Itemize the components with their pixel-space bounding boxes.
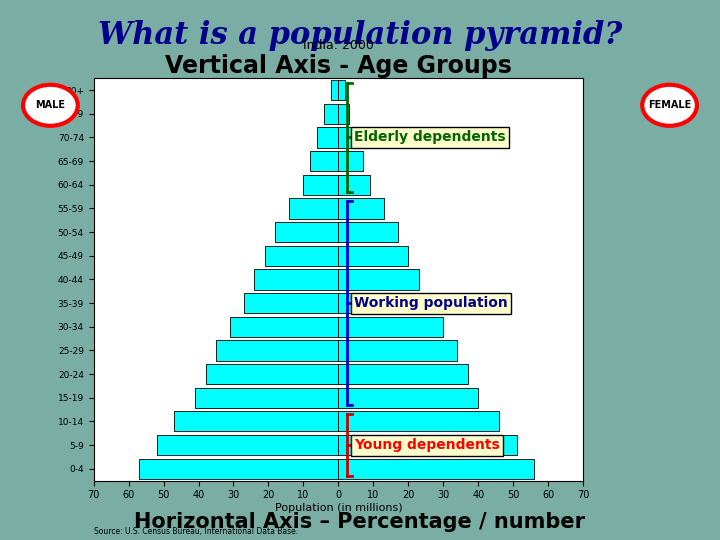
Bar [318, 127, 338, 147]
Bar [303, 175, 338, 195]
Bar [338, 151, 363, 171]
Bar [244, 293, 338, 313]
Bar [205, 364, 338, 384]
Text: MALE: MALE [35, 100, 66, 110]
Text: India: 2000: India: 2000 [303, 39, 374, 52]
Text: Horizontal Axis – Percentage / number: Horizontal Axis – Percentage / number [135, 512, 585, 532]
Bar [216, 340, 338, 361]
Bar [331, 80, 338, 100]
Title: Vertical Axis - Age Groups: Vertical Axis - Age Groups [165, 54, 512, 78]
Bar [276, 222, 338, 242]
Bar [338, 104, 349, 124]
Bar [338, 222, 398, 242]
Bar [230, 317, 338, 337]
Bar [174, 411, 338, 431]
Bar [156, 435, 338, 455]
Bar [338, 246, 408, 266]
Bar [265, 246, 338, 266]
Text: Working population: Working population [354, 296, 508, 310]
Bar [338, 364, 468, 384]
Bar [338, 458, 534, 479]
Bar [338, 175, 370, 195]
Text: FEMALE: FEMALE [648, 100, 691, 110]
Bar [195, 388, 338, 408]
Bar [338, 317, 444, 337]
Bar [254, 269, 338, 289]
Bar [139, 458, 338, 479]
Bar [338, 198, 384, 219]
Text: Elderly dependents: Elderly dependents [354, 131, 505, 145]
Bar [325, 104, 338, 124]
Bar [338, 435, 517, 455]
Text: Source: U.S. Census Bureau, International Data Base.: Source: U.S. Census Bureau, Internationa… [94, 527, 298, 536]
Bar [338, 293, 429, 313]
Bar [338, 388, 478, 408]
Bar [338, 411, 499, 431]
Text: Young dependents: Young dependents [354, 438, 500, 452]
Bar [289, 198, 338, 219]
Text: What is a population pyramid?: What is a population pyramid? [98, 19, 622, 51]
Bar [338, 269, 419, 289]
X-axis label: Population (in millions): Population (in millions) [274, 503, 402, 513]
Bar [338, 80, 346, 100]
Bar [338, 127, 356, 147]
Bar [338, 340, 457, 361]
Bar [310, 151, 338, 171]
